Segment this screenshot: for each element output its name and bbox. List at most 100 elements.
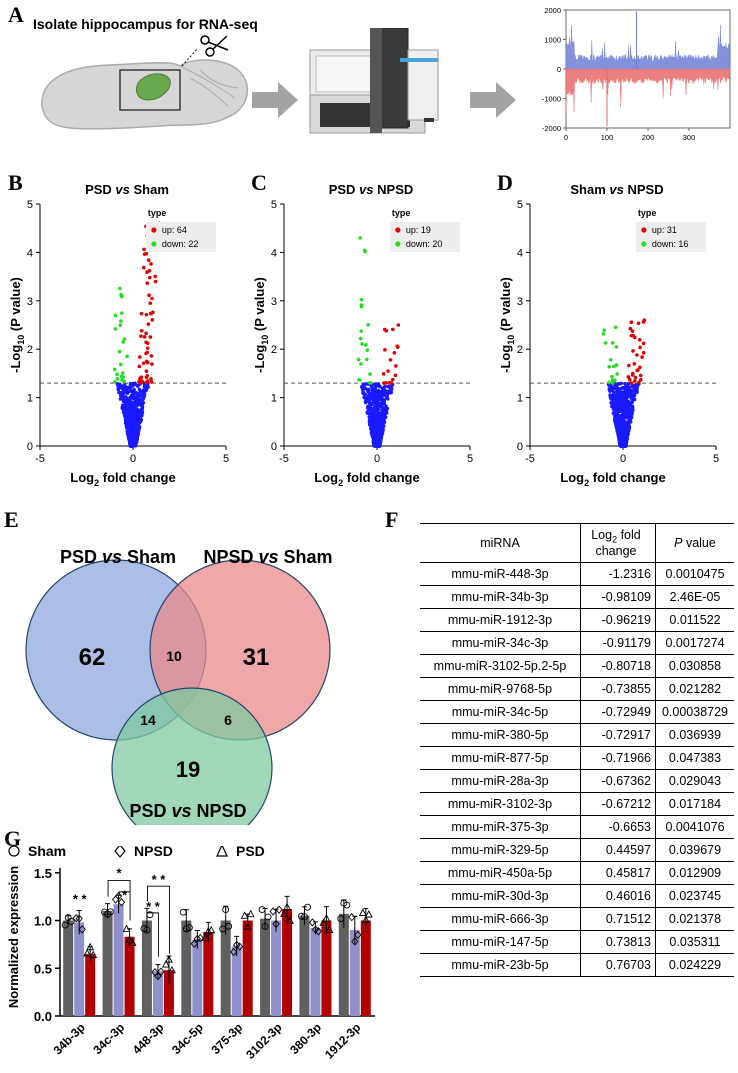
y-tick-label: 5 <box>517 199 523 211</box>
point-down <box>118 323 123 327</box>
point-ns <box>133 382 138 386</box>
point-ns <box>369 422 374 427</box>
point-ns <box>617 401 622 405</box>
point-ns <box>361 390 366 394</box>
point-ns <box>371 430 376 435</box>
point-ns <box>614 424 619 429</box>
point-down <box>368 372 372 376</box>
x-tick-label: 300 <box>683 133 696 142</box>
y-tick-label: 3 <box>517 296 523 308</box>
table-row: mmu-miR-30d-3p 0.46016 0.023745 <box>420 884 734 908</box>
x-tick-label: 34b-3p <box>51 1020 88 1057</box>
x-tick-label: 34c-5p <box>169 1020 206 1057</box>
point-ns <box>131 422 135 426</box>
bar-psd <box>321 920 332 1016</box>
point-ns <box>132 430 137 434</box>
point-ns <box>126 417 131 421</box>
cell-pvalue: 0.00038729 <box>655 700 734 724</box>
title-part-italic: vs <box>609 184 623 197</box>
point-up <box>150 296 154 301</box>
venn-count-ab: 10 <box>166 648 182 664</box>
point-down <box>118 286 122 291</box>
point-down <box>356 357 361 362</box>
table-row: mmu-miR-34c-5p -0.72949 0.00038729 <box>420 700 734 724</box>
point-down <box>357 378 362 382</box>
point-ns <box>380 407 385 411</box>
data-point <box>264 913 272 921</box>
data-point <box>78 925 86 934</box>
point-ns <box>625 383 629 387</box>
data-point <box>179 908 187 916</box>
point-ns <box>375 399 380 404</box>
point-up <box>639 377 643 382</box>
y-tick-label: -1000 <box>542 95 561 104</box>
point-ns <box>627 426 632 430</box>
point-ns <box>626 386 631 390</box>
point-ns <box>611 396 615 401</box>
data-point <box>164 955 173 963</box>
point-ns <box>618 431 622 435</box>
y-tick-label: 2 <box>27 344 33 356</box>
point-up <box>139 334 143 338</box>
point-up <box>391 327 395 332</box>
label-sub: 2 <box>94 478 99 488</box>
point-up <box>144 369 149 373</box>
cell-log2fc: -0.72917 <box>580 723 656 747</box>
data-point <box>272 919 280 929</box>
point-ns <box>370 402 375 406</box>
point-down <box>121 340 125 344</box>
bar-npsd <box>192 939 203 1016</box>
data-point <box>122 924 131 932</box>
point-up <box>636 321 641 326</box>
point-ns <box>615 411 619 416</box>
legend-marker <box>395 241 401 247</box>
cell-mirna: mmu-miR-3102-3p <box>420 792 581 816</box>
cell-log2fc: 0.46016 <box>580 884 656 908</box>
data-point <box>111 895 120 904</box>
point-down <box>113 313 118 318</box>
point-ns <box>125 405 129 410</box>
panel-a-title: Isolate hippocampus for RNA-seq <box>33 16 258 32</box>
point-up <box>629 333 634 338</box>
point-up <box>142 265 146 270</box>
data-point <box>117 897 126 907</box>
data-point <box>343 901 351 909</box>
x-tick-label: 0 <box>374 453 380 465</box>
significance-bracket <box>107 879 131 921</box>
point-ns <box>124 389 129 394</box>
point-down <box>360 342 364 346</box>
point-up <box>633 335 637 340</box>
legend-label: up: 31 <box>652 225 677 235</box>
table-row: mmu-miR-666-3p 0.71512 0.021378 <box>420 907 734 931</box>
cell-mirna: mmu-miR-34b-3p <box>420 585 581 609</box>
data-point <box>258 906 266 913</box>
y-tick-label: 2 <box>517 344 523 356</box>
data-point <box>161 960 170 968</box>
x-tick-label: 0 <box>620 453 626 465</box>
point-down <box>115 372 119 377</box>
point-down <box>119 319 123 323</box>
cell-log2fc: 0.71512 <box>580 907 656 931</box>
table-row: mmu-miR-375-3p -0.6653 0.0041076 <box>420 815 734 839</box>
point-ns <box>380 410 384 414</box>
bar-psd <box>163 970 174 1016</box>
series-down-area <box>565 68 731 114</box>
cell-mirna: mmu-miR-3102-5p.2-5p <box>420 654 581 678</box>
bar-sham <box>63 920 74 1016</box>
x-tick-label: 0 <box>564 133 568 142</box>
bar-psd <box>282 909 293 1016</box>
label-base: Log <box>314 470 338 485</box>
point-ns <box>389 390 393 395</box>
table-row: mmu-miR-1912-3p -0.96219 0.011522 <box>420 608 734 632</box>
data-point <box>337 915 345 923</box>
data-point <box>61 921 69 929</box>
data-point <box>75 914 83 923</box>
point-up <box>642 318 647 322</box>
data-point <box>128 938 137 946</box>
venn-label-psd-npsd: PSD vs NPSD <box>129 801 246 821</box>
point-ns <box>618 387 623 391</box>
significance-label: * * <box>73 891 88 906</box>
mouse-brain-icon <box>41 59 249 130</box>
point-ns <box>630 405 635 410</box>
